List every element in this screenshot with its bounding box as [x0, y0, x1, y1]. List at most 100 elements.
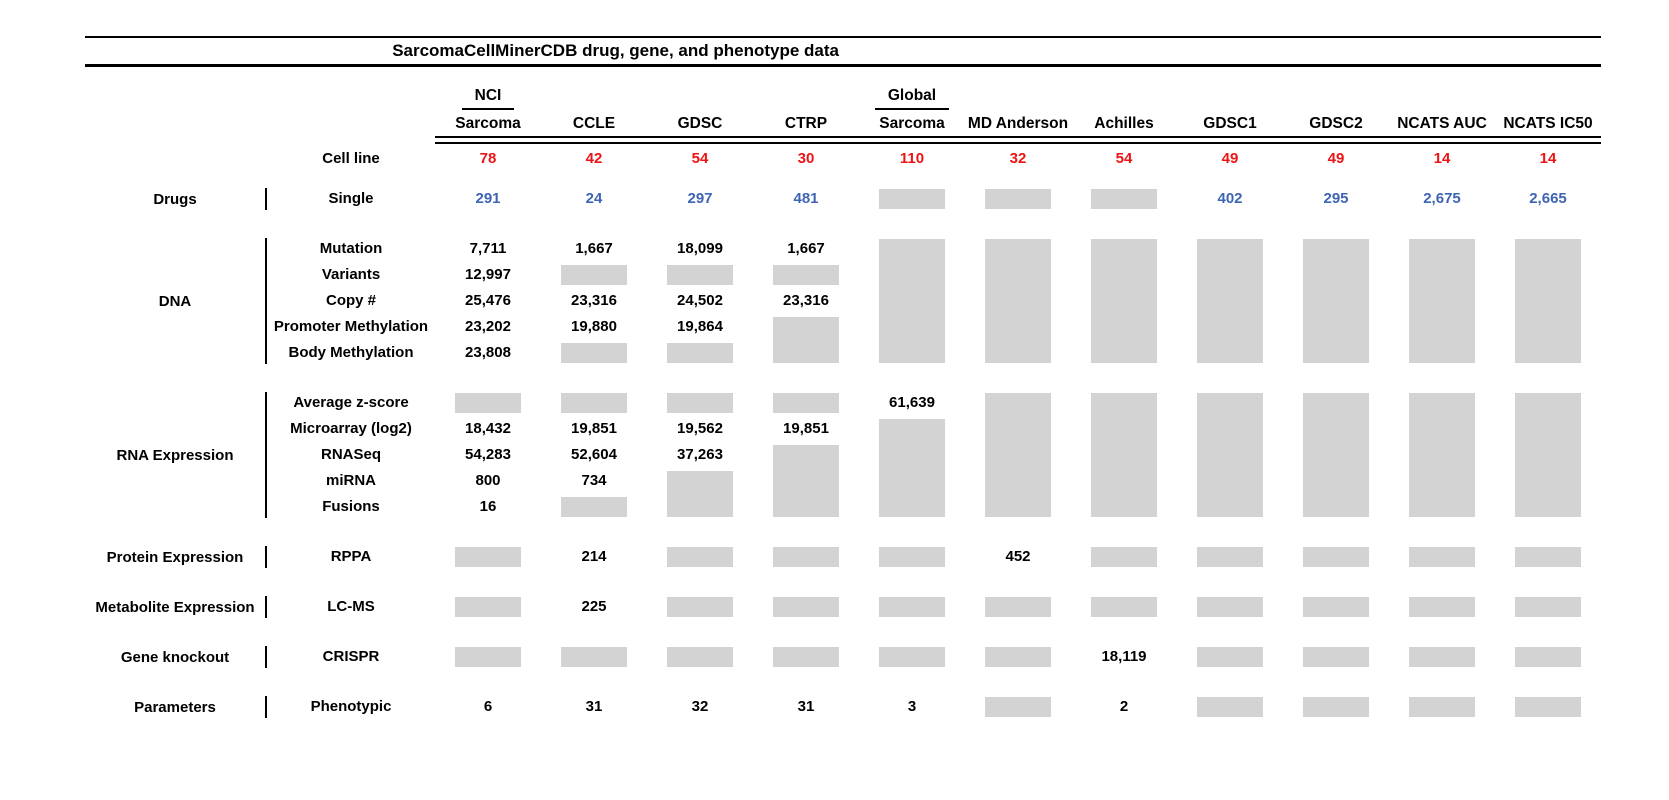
- section-divider: [265, 596, 267, 618]
- data-value: 1,667: [575, 240, 613, 257]
- column-header-top-label: Global: [874, 85, 950, 110]
- no-data-box: [879, 597, 945, 617]
- no-data-box: [667, 343, 733, 363]
- no-data-box: [773, 265, 839, 285]
- no-data-box: [1515, 239, 1581, 363]
- no-data-box: [667, 597, 733, 617]
- section-divider: [265, 188, 267, 210]
- no-data-box: [667, 265, 733, 285]
- no-data-box: [561, 647, 627, 667]
- data-value: 32: [691, 698, 709, 715]
- row-label: Body Methylation: [288, 344, 414, 361]
- figure-title-band: SarcomaCellMinerCDB drug, gene, and phen…: [85, 36, 1601, 67]
- data-value: 1,667: [787, 240, 825, 257]
- row-label: LC-MS: [327, 598, 375, 615]
- no-data-box: [985, 597, 1051, 617]
- column-header-top-label: NCI: [461, 85, 515, 110]
- title-rule-top: [85, 36, 1601, 38]
- data-value: 54,283: [465, 446, 511, 463]
- data-value: 31: [797, 698, 815, 715]
- data-value: 12,997: [465, 266, 511, 283]
- data-value: 402: [1217, 190, 1243, 207]
- title-rule-bottom: [85, 64, 1601, 67]
- data-value: 19,851: [783, 420, 829, 437]
- no-data-box: [455, 393, 521, 413]
- header-double-rule: [435, 136, 1601, 144]
- cell-line-count: 30: [797, 150, 815, 167]
- data-value: 23,316: [571, 292, 617, 309]
- row-label: RNASeq: [320, 446, 381, 463]
- no-data-box: [1197, 547, 1263, 567]
- column-header: GDSC: [677, 115, 723, 132]
- no-data-box: [1091, 597, 1157, 617]
- no-data-box: [879, 239, 945, 363]
- no-data-box: [561, 497, 627, 517]
- data-value: 2,675: [1423, 190, 1461, 207]
- row-label: Microarray (log2): [290, 420, 412, 437]
- data-value: 3: [907, 698, 917, 715]
- no-data-box: [1197, 697, 1263, 717]
- no-data-box: [1197, 239, 1263, 363]
- no-data-box: [1091, 393, 1157, 517]
- no-data-box: [1197, 393, 1263, 517]
- no-data-box: [1515, 547, 1581, 567]
- no-data-box: [1409, 647, 1475, 667]
- no-data-box: [985, 393, 1051, 517]
- data-value: 16: [479, 498, 497, 515]
- data-value: 23,316: [783, 292, 829, 309]
- row-label: Average z-score: [293, 394, 409, 411]
- no-data-box: [1303, 239, 1369, 363]
- data-value: 2,665: [1529, 190, 1567, 207]
- no-data-box: [773, 393, 839, 413]
- no-data-box: [985, 189, 1051, 209]
- cell-line-count: 32: [1009, 150, 1027, 167]
- section-group-label: Gene knockout: [120, 648, 230, 666]
- section-group-label: Protein Expression: [106, 548, 244, 566]
- column-header: Achilles: [1094, 115, 1154, 132]
- data-value: 23,808: [465, 344, 511, 361]
- no-data-box: [667, 547, 733, 567]
- data-value: 23,202: [465, 318, 511, 335]
- data-value: 6: [483, 698, 493, 715]
- data-value: 291: [475, 190, 501, 207]
- no-data-box: [455, 547, 521, 567]
- no-data-box: [773, 547, 839, 567]
- row-label: Single: [328, 190, 374, 207]
- no-data-box: [1515, 647, 1581, 667]
- no-data-box: [1409, 393, 1475, 517]
- data-value: 18,119: [1101, 648, 1147, 665]
- row-label: Copy #: [325, 292, 376, 309]
- row-label: Mutation: [319, 240, 383, 257]
- section-divider: [265, 392, 267, 518]
- data-value: 295: [1323, 190, 1349, 207]
- no-data-box: [1303, 547, 1369, 567]
- no-data-box: [1409, 697, 1475, 717]
- data-value: 31: [585, 698, 603, 715]
- data-value: 19,880: [571, 318, 617, 335]
- cell-line-count: 49: [1327, 150, 1345, 167]
- no-data-box: [1409, 597, 1475, 617]
- column-header: NCATS AUC: [1397, 115, 1487, 132]
- data-value: 7,711: [469, 240, 507, 257]
- data-value: 2: [1119, 698, 1129, 715]
- no-data-box: [1303, 647, 1369, 667]
- no-data-box: [1091, 189, 1157, 209]
- data-value: 297: [687, 190, 713, 207]
- no-data-box: [1303, 697, 1369, 717]
- row-label: CRISPR: [322, 648, 380, 665]
- no-data-box: [879, 189, 945, 209]
- no-data-box: [1515, 597, 1581, 617]
- no-data-box: [1091, 239, 1157, 363]
- column-header: NCATS IC50: [1503, 115, 1593, 132]
- row-label: Promoter Methylation: [273, 318, 429, 335]
- no-data-box: [667, 647, 733, 667]
- no-data-box: [773, 445, 839, 517]
- cell-line-count: 110: [899, 150, 925, 167]
- row-label: Variants: [321, 266, 381, 283]
- cell-line-count: 78: [479, 150, 497, 167]
- column-header: CTRP: [784, 115, 828, 132]
- no-data-box: [561, 343, 627, 363]
- data-value: 37,263: [677, 446, 723, 463]
- data-value: 61,639: [889, 394, 935, 411]
